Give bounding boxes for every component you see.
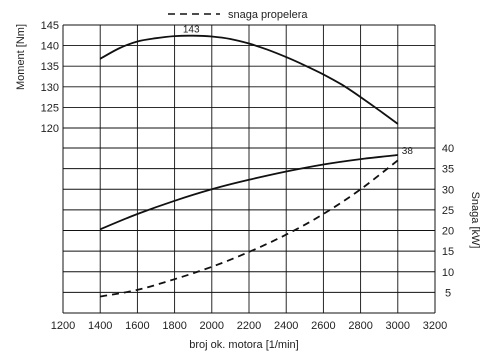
x-tick-label: 1600 (125, 320, 149, 332)
torque-tick-label: 145 (41, 20, 59, 32)
power-tick-label: 15 (442, 246, 454, 258)
annotation-layer: 143 38 (183, 25, 414, 157)
power-tick-label: 20 (442, 226, 454, 238)
power-axis-ticks: 5 10 15 20 25 30 35 40 (442, 143, 454, 299)
power-axis-label: Snaga [kW] (469, 192, 481, 249)
torque-axis-ticks: 120 125 130 135 140 145 (41, 20, 59, 135)
power-tick-label: 25 (442, 205, 454, 217)
x-tick-label: 2200 (237, 320, 261, 332)
legend: snaga propelera (168, 9, 308, 21)
series-layer (99, 34, 399, 298)
x-tick-label: 2600 (311, 320, 335, 332)
x-axis-ticks: 1200 1400 1600 1800 2000 2200 2400 2600 2800 3000… (51, 320, 447, 332)
power-tick-label: 5 (445, 287, 451, 299)
torque-tick-label: 125 (41, 102, 59, 114)
torque-tick-label: 140 (41, 41, 59, 53)
torque-axis-label: Moment [Nm] (15, 24, 27, 90)
torque-tick-label: 120 (41, 123, 59, 135)
x-tick-label: 1400 (88, 320, 112, 332)
propeller-power-curve (100, 159, 399, 298)
engine-power-curve (99, 154, 398, 231)
legend-label: snaga propelera (228, 9, 308, 21)
power-tick-label: 40 (442, 143, 454, 155)
x-tick-label: 1800 (162, 320, 186, 332)
x-axis-label: broj ok. motora [1/min] (189, 339, 298, 351)
x-tick-label: 3200 (423, 320, 447, 332)
x-tick-label: 2800 (348, 320, 372, 332)
x-tick-label: 3000 (386, 320, 410, 332)
plot-grid (62, 24, 436, 314)
power-tick-label: 35 (442, 164, 454, 176)
torque-tick-label: 135 (41, 61, 59, 73)
max-power-label: 38 (402, 146, 414, 157)
torque-curve (99, 34, 399, 125)
power-tick-label: 30 (442, 184, 454, 196)
x-tick-label: 1200 (51, 320, 75, 332)
torque-peak-label: 143 (183, 25, 200, 36)
power-tick-label: 10 (442, 267, 454, 279)
torque-tick-label: 130 (41, 82, 59, 94)
x-tick-label: 2400 (274, 320, 298, 332)
x-tick-label: 2000 (200, 320, 224, 332)
